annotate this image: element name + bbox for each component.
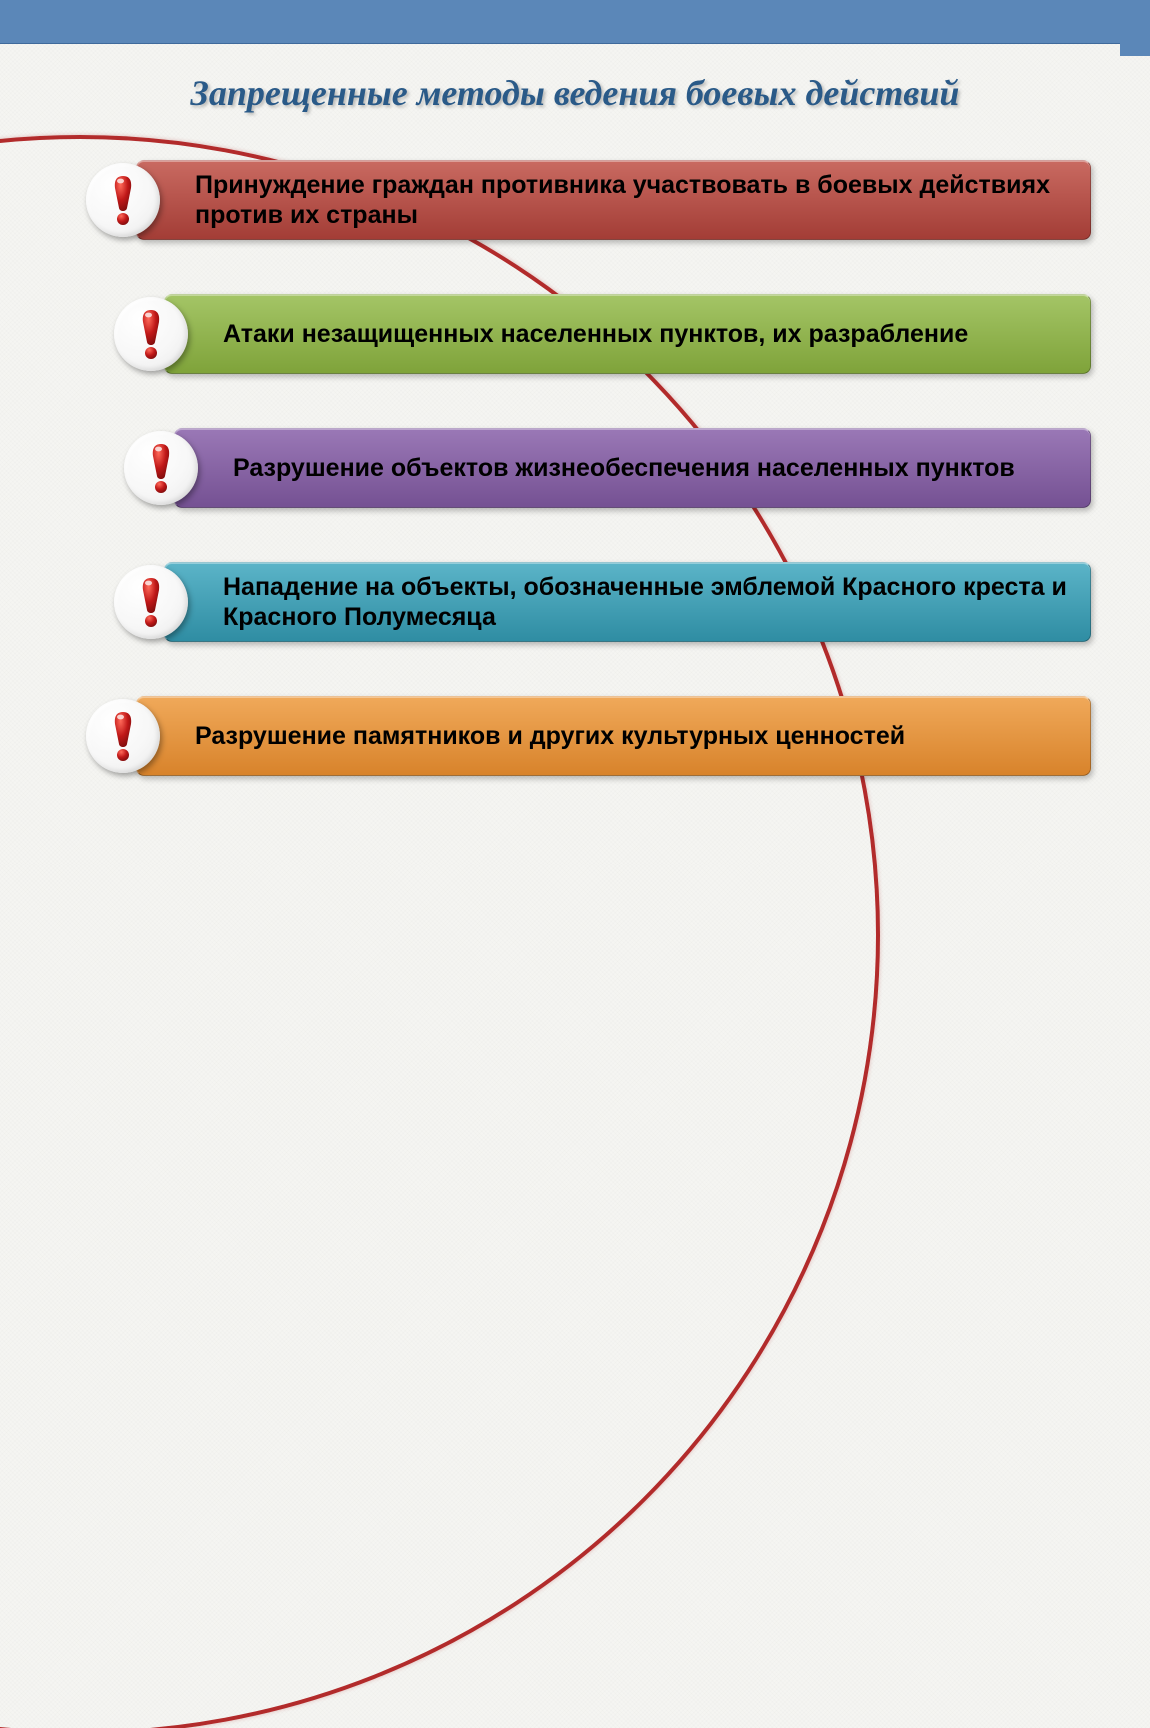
exclamation-icon bbox=[134, 576, 168, 628]
item-bar: Атаки незащищенных населенных пунктов, и… bbox=[164, 294, 1091, 374]
top-bar bbox=[0, 0, 1120, 44]
item-text: Нападение на объекты, обозначенные эмбле… bbox=[223, 572, 1070, 633]
item-bar: Разрушение объектов жизнеобеспечения нас… bbox=[174, 428, 1091, 508]
item-text: Принуждение граждан противника участвова… bbox=[195, 170, 1070, 231]
item-text: Атаки незащищенных населенных пунктов, и… bbox=[223, 319, 968, 350]
bullet-circle bbox=[86, 163, 160, 237]
slide-title: Запрещенные методы ведения боевых действ… bbox=[0, 72, 1150, 114]
item-bar: Нападение на объекты, обозначенные эмбле… bbox=[164, 562, 1091, 642]
list-item: Атаки незащищенных населенных пунктов, и… bbox=[114, 294, 1091, 374]
bullet-circle bbox=[124, 431, 198, 505]
exclamation-icon bbox=[106, 710, 140, 762]
exclamation-icon bbox=[106, 174, 140, 226]
bullet-circle bbox=[114, 565, 188, 639]
list-item: Нападение на объекты, обозначенные эмбле… bbox=[114, 562, 1091, 642]
list-item: Разрушение объектов жизнеобеспечения нас… bbox=[124, 428, 1091, 508]
item-bar: Разрушение памятников и других культурны… bbox=[136, 696, 1091, 776]
item-bar: Принуждение граждан противника участвова… bbox=[136, 160, 1091, 240]
exclamation-icon bbox=[134, 308, 168, 360]
item-text: Разрушение памятников и других культурны… bbox=[195, 721, 905, 752]
top-bar-right-tab bbox=[1120, 0, 1150, 56]
list-item: Принуждение граждан противника участвова… bbox=[86, 160, 1091, 240]
bullet-circle bbox=[86, 699, 160, 773]
bullet-circle bbox=[114, 297, 188, 371]
item-text: Разрушение объектов жизнеобеспечения нас… bbox=[233, 453, 1015, 484]
exclamation-icon bbox=[144, 442, 178, 494]
list-item: Разрушение памятников и других культурны… bbox=[86, 696, 1091, 776]
